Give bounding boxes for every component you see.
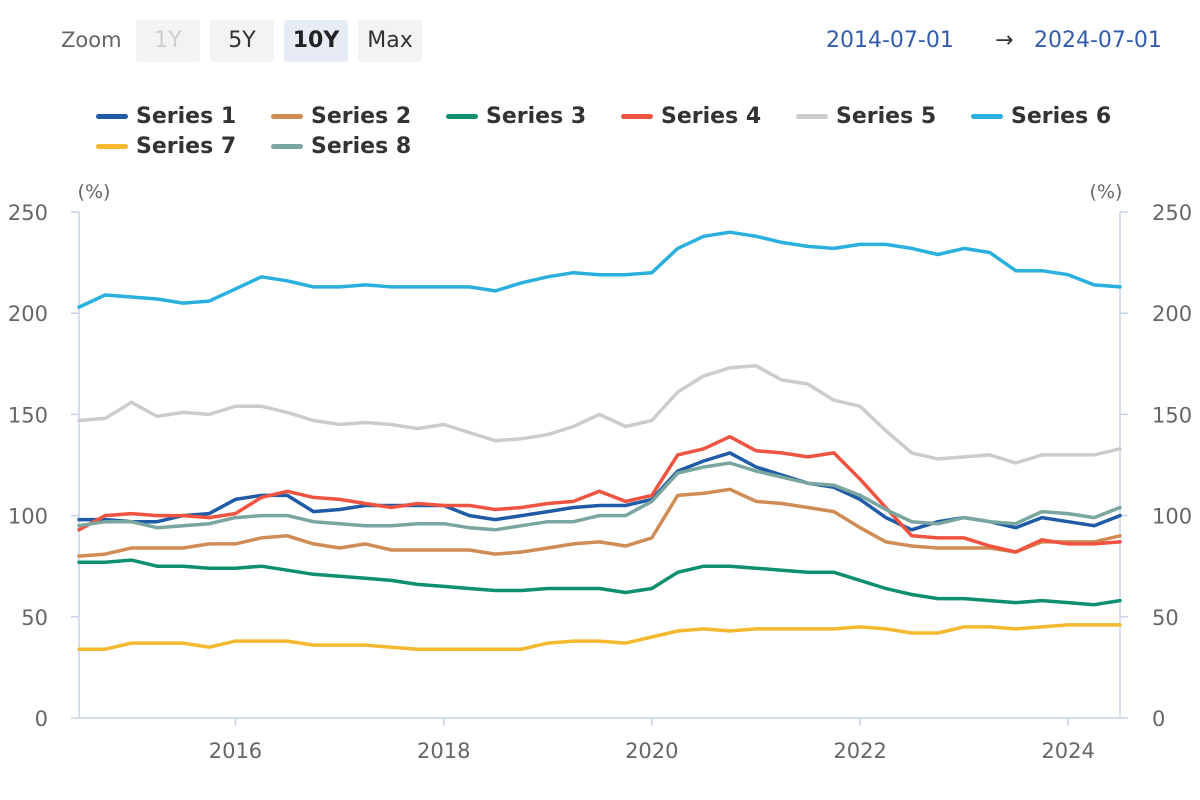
legend-label: Series 8	[311, 134, 412, 159]
legend-swatch	[971, 114, 1003, 119]
legend-label: Series 1	[136, 104, 237, 129]
y-tick-label-left: 0	[35, 707, 48, 731]
legend-swatch	[446, 114, 478, 119]
zoom-10y-button[interactable]: 10Y	[284, 20, 348, 62]
legend-label: Series 4	[661, 104, 762, 129]
series-line-7[interactable]	[77, 623, 1122, 651]
x-tick-label: 2020	[625, 739, 678, 763]
y-tick-label-right: 50	[1152, 606, 1179, 630]
y-unit-right: (%)	[1090, 181, 1123, 203]
y-tick-label-left: 250	[8, 201, 48, 225]
series-line-5[interactable]	[77, 364, 1122, 465]
x-tick-label: 2018	[417, 739, 470, 763]
y-tick-label-right: 0	[1152, 707, 1165, 731]
legend-swatch	[96, 114, 128, 119]
legend-swatch	[96, 144, 128, 149]
legend-label: Series 6	[1011, 104, 1112, 129]
y-tick-label-left: 100	[8, 505, 48, 529]
range-to-input[interactable]: 2024-07-01	[1034, 28, 1162, 53]
range-from-input[interactable]: 2014-07-01	[826, 28, 954, 53]
legend-swatch	[621, 114, 653, 119]
legend-swatch	[271, 114, 303, 119]
series-line-8[interactable]	[77, 461, 1122, 532]
zoom-label: Zoom	[61, 28, 122, 52]
legend-label: Series 2	[311, 104, 412, 129]
range-selector: Zoom 1Y 5Y 10Y Max 2014-07-01 → 2024-07-…	[0, 0, 1200, 80]
range-arrow: →	[995, 28, 1014, 53]
x-tick-label: 2022	[833, 739, 886, 763]
legend-swatch	[271, 144, 303, 149]
y-tick-label-left: 50	[21, 606, 48, 630]
y-tick-label-right: 150	[1152, 403, 1192, 427]
y-tick-label-right: 250	[1152, 201, 1192, 225]
series-line-6[interactable]	[77, 230, 1122, 309]
zoom-5y-button[interactable]: 5Y	[210, 20, 274, 62]
legend-label: Series 3	[486, 104, 587, 129]
zoom-1y-button[interactable]: 1Y	[136, 20, 200, 62]
y-tick-label-right: 200	[1152, 302, 1192, 326]
legend-label: Series 5	[836, 104, 937, 129]
x-tick-label: 2016	[209, 739, 262, 763]
x-tick-label: 2024	[1041, 739, 1094, 763]
y-unit-left: (%)	[78, 181, 111, 203]
chart-legend: Series 1 Series 2 Series 3 Series 4 Seri…	[0, 98, 1200, 168]
series-line-4[interactable]	[77, 434, 1122, 554]
legend-swatch	[796, 114, 828, 119]
legend-label: Series 7	[136, 134, 237, 159]
series-line-3[interactable]	[77, 558, 1122, 607]
series-line-2[interactable]	[77, 487, 1122, 558]
y-tick-label-right: 100	[1152, 505, 1192, 529]
zoom-max-button[interactable]: Max	[358, 20, 422, 62]
y-tick-label-left: 200	[8, 302, 48, 326]
y-tick-label-left: 150	[8, 403, 48, 427]
